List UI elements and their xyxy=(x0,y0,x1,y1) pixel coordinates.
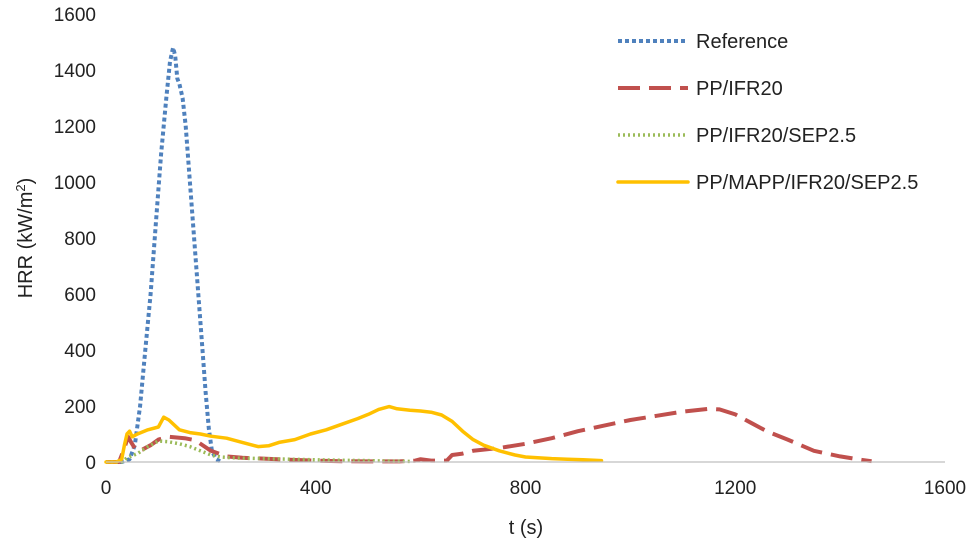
x-tick-labels: 0 400 800 1200 1600 xyxy=(101,478,966,499)
y-tick-labels: 0 200 400 600 800 1000 1200 1400 1600 xyxy=(54,5,96,474)
series-line-reference xyxy=(106,45,223,464)
y-tick-label: 1600 xyxy=(54,5,96,26)
y-tick-label: 1000 xyxy=(54,173,96,194)
y-axis-title-close: ) xyxy=(15,178,37,185)
x-tick-label: 0 xyxy=(101,478,112,499)
x-tick-label: 400 xyxy=(300,478,332,499)
legend-label-pp-mapp-ifr20-sep2-5: PP/MAPP/IFR20/SEP2.5 xyxy=(696,172,918,194)
legend-label-pp-ifr20: PP/IFR20 xyxy=(696,78,783,100)
y-tick-label: 800 xyxy=(64,229,96,250)
legend-label-pp-ifr20-sep2-5: PP/IFR20/SEP2.5 xyxy=(696,125,856,147)
y-tick-label: 200 xyxy=(64,397,96,418)
x-tick-label: 800 xyxy=(510,478,542,499)
x-tick-label: 1600 xyxy=(924,478,966,499)
series-line-pp-mapp-ifr20-sep2-5 xyxy=(104,404,604,464)
x-axis-title: t (s) xyxy=(509,517,543,539)
y-tick-label: 600 xyxy=(64,285,96,306)
y-axis-title-main: HRR (kW/m xyxy=(15,192,37,299)
legend: Reference PP/IFR20 PP/IFR20/SEP2.5 PP/MAPP/… xyxy=(616,31,918,194)
plot-lines xyxy=(104,45,872,464)
series-line-pp-ifr20-sep2-5 xyxy=(106,439,411,464)
legend-label-reference: Reference xyxy=(696,31,788,53)
y-tick-label: 1400 xyxy=(54,61,96,82)
x-tick-label: 1200 xyxy=(714,478,756,499)
series-line-pp-ifr20 xyxy=(106,406,872,464)
y-tick-label: 1200 xyxy=(54,117,96,138)
y-tick-label: 0 xyxy=(85,453,96,474)
y-tick-label: 400 xyxy=(64,341,96,362)
y-axis-title-sup: 2 xyxy=(13,184,28,191)
y-axis-title: HRR (kW/m2) xyxy=(13,178,37,299)
